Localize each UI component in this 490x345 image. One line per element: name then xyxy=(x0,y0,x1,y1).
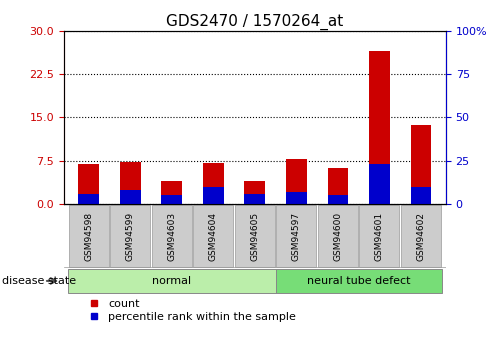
Text: GSM94597: GSM94597 xyxy=(292,212,301,261)
Bar xyxy=(411,187,431,204)
Text: disease state: disease state xyxy=(2,276,76,286)
Text: GSM94598: GSM94598 xyxy=(84,212,93,261)
FancyBboxPatch shape xyxy=(235,205,275,267)
FancyBboxPatch shape xyxy=(318,205,358,267)
FancyBboxPatch shape xyxy=(194,205,233,267)
Text: GSM94603: GSM94603 xyxy=(167,212,176,261)
Bar xyxy=(369,51,390,204)
Text: GSM94605: GSM94605 xyxy=(250,212,259,261)
FancyBboxPatch shape xyxy=(110,205,150,267)
Bar xyxy=(369,164,390,204)
Text: neural tube defect: neural tube defect xyxy=(307,276,411,286)
Title: GDS2470 / 1570264_at: GDS2470 / 1570264_at xyxy=(166,13,343,30)
Bar xyxy=(286,159,307,204)
Bar xyxy=(411,125,431,204)
Bar xyxy=(327,195,348,204)
Bar xyxy=(203,163,223,204)
Bar xyxy=(245,181,265,204)
FancyBboxPatch shape xyxy=(360,205,399,267)
Text: normal: normal xyxy=(152,276,191,286)
Bar xyxy=(161,195,182,204)
FancyBboxPatch shape xyxy=(401,205,441,267)
FancyBboxPatch shape xyxy=(68,269,275,293)
Text: GSM94599: GSM94599 xyxy=(125,212,135,261)
Legend: count, percentile rank within the sample: count, percentile rank within the sample xyxy=(88,299,296,322)
Bar xyxy=(286,192,307,204)
FancyBboxPatch shape xyxy=(275,269,442,293)
Bar xyxy=(78,194,99,204)
FancyBboxPatch shape xyxy=(69,205,109,267)
FancyBboxPatch shape xyxy=(152,205,192,267)
Bar xyxy=(327,168,348,204)
Bar xyxy=(245,194,265,204)
Bar xyxy=(78,164,99,204)
Bar xyxy=(203,187,223,204)
Bar xyxy=(120,190,141,204)
Text: GSM94600: GSM94600 xyxy=(333,212,343,261)
Text: GSM94601: GSM94601 xyxy=(375,212,384,261)
Bar xyxy=(161,181,182,204)
Bar xyxy=(120,162,141,204)
Text: GSM94602: GSM94602 xyxy=(416,212,425,261)
FancyBboxPatch shape xyxy=(276,205,316,267)
Text: GSM94604: GSM94604 xyxy=(209,212,218,261)
